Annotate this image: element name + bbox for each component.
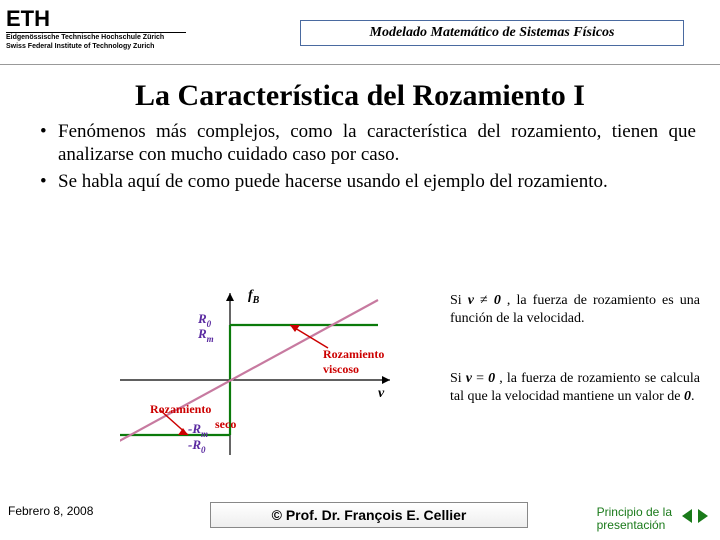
bullet-item: Fenómenos más complejos, como la caracte… (40, 121, 696, 167)
friction-chart: fB v R0 Rm -Rm -R0 Rozamiento viscoso Ro… (120, 285, 410, 455)
side-para-1: Si v ≠ 0 , la fuerza de rozamiento es un… (450, 292, 700, 327)
nav-arrows-icon[interactable] (682, 506, 708, 526)
footer: Febrero 8, 2008 © Prof. Dr. François E. … (0, 496, 720, 540)
svg-text:Rm: Rm (197, 326, 214, 344)
footer-author: © Prof. Dr. François E. Cellier (210, 502, 528, 528)
chart-svg: fB v R0 Rm -Rm -R0 Rozamiento viscoso Ro… (120, 285, 410, 460)
footer-date: Febrero 8, 2008 (8, 504, 93, 518)
svg-text:seco: seco (215, 417, 236, 431)
svg-text:fB: fB (248, 288, 260, 306)
bullet-item: Se habla aquí de como puede hacerse usan… (40, 171, 696, 194)
eth-logo-block: ETH Eidgenössische Technische Hochschule… (6, 6, 186, 50)
bullet-list: Fenómenos más complejos, como la caracte… (40, 121, 696, 193)
header-title: Modelado Matemático de Sistemas Físicos (300, 20, 684, 46)
eth-logo-text: ETH (6, 6, 186, 32)
svg-text:Rozamiento: Rozamiento (323, 347, 384, 361)
svg-text:-R0: -R0 (188, 437, 206, 455)
svg-text:Rozamiento: Rozamiento (150, 402, 211, 416)
side-para-2: Si v = 0 , la fuerza de rozamiento se ca… (450, 370, 700, 405)
svg-text:v: v (378, 386, 385, 401)
header: ETH Eidgenössische Technische Hochschule… (0, 0, 720, 65)
eth-sub1: Eidgenössische Technische Hochschule Zür… (6, 32, 186, 42)
nav-start-link[interactable]: Principio de lapresentación (597, 506, 672, 532)
page-title: La Característica del Rozamiento I (0, 79, 720, 113)
eth-sub2: Swiss Federal Institute of Technology Zu… (6, 42, 186, 51)
svg-text:viscoso: viscoso (323, 362, 359, 376)
